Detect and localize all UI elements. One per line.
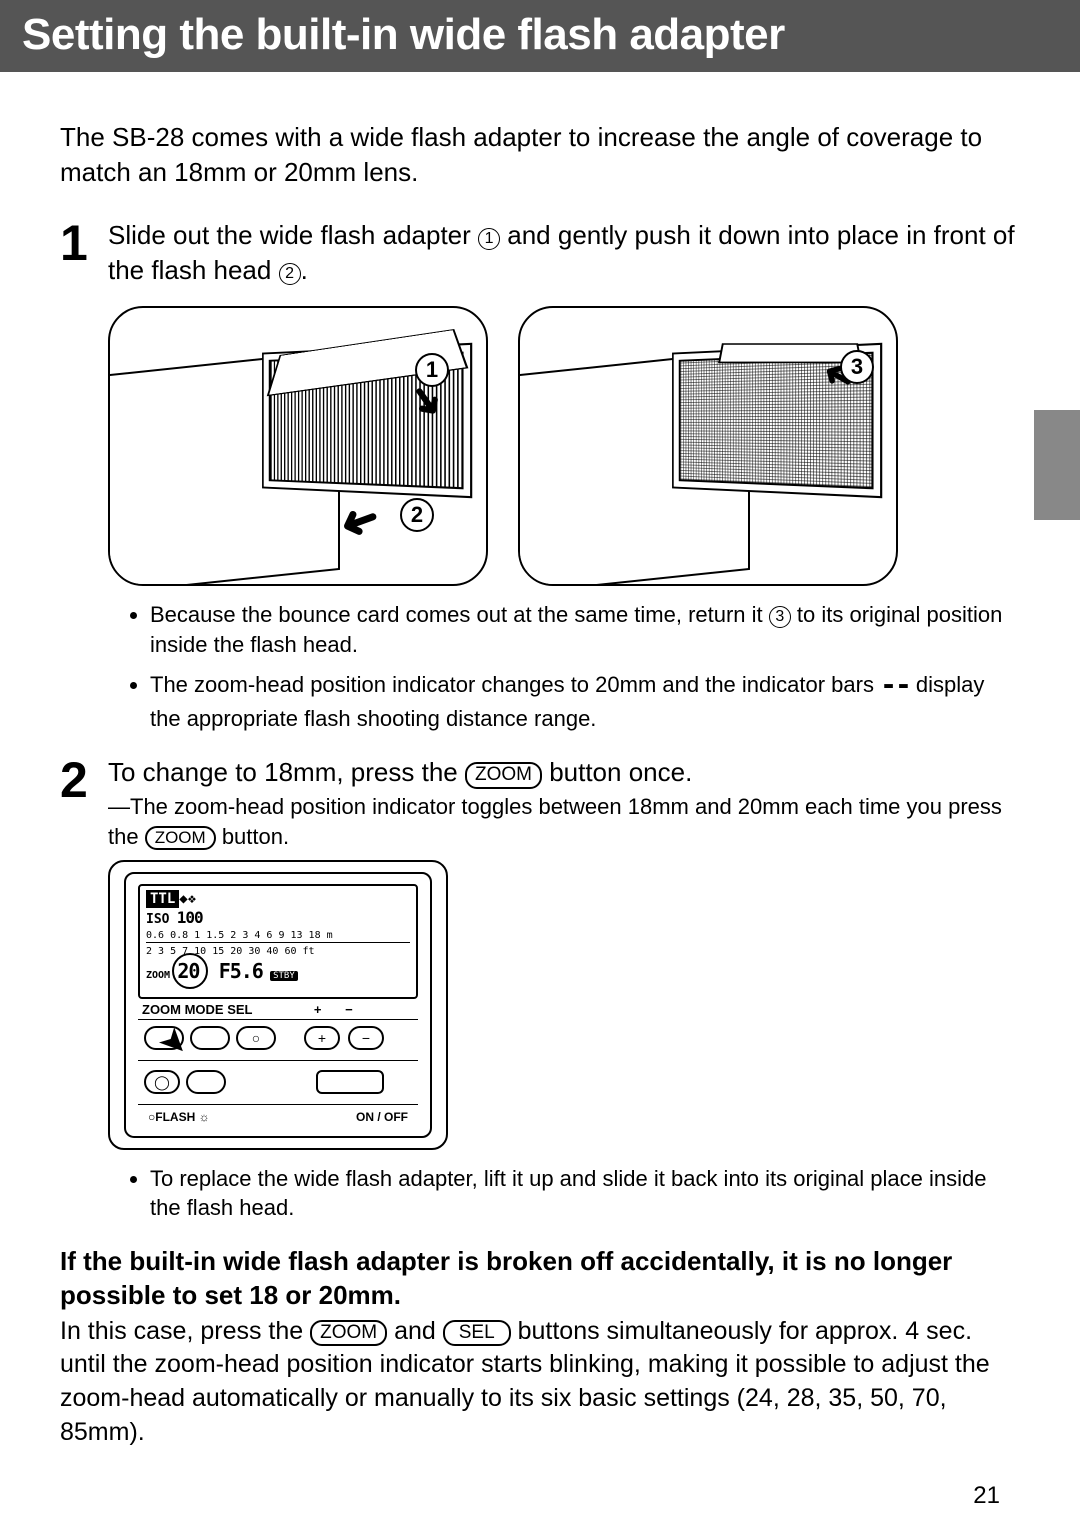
minus-button: −: [348, 1026, 384, 1050]
zoom-value: 20: [177, 959, 199, 983]
callout-2: 2: [400, 498, 434, 532]
sel-button: ○: [236, 1026, 276, 1050]
section-tab: [1034, 410, 1080, 520]
onoff-label: ON / OFF: [356, 1110, 408, 1124]
scale-meters: 0.6 0.8 1 1.5 2 3 4 6 9 13 18 m: [146, 930, 333, 941]
step-1-text: Slide out the wide flash adapter 1 and g…: [108, 218, 1020, 288]
step2-bullets: To replace the wide flash adapter, lift …: [150, 1164, 1020, 1223]
indicator-bars-icon: --: [880, 668, 910, 701]
stby-indicator: STBY: [270, 971, 298, 981]
intro-text: The SB-28 comes with a wide flash adapte…: [60, 120, 1020, 190]
warning-body: In this case, press the ZOOM and SEL but…: [60, 1315, 1020, 1450]
warning-heading: If the built-in wide flash adapter is br…: [60, 1245, 1020, 1313]
onoff-button: [316, 1070, 384, 1094]
arrow-icon: ➜: [332, 488, 387, 552]
step-2: 2 To change to 18mm, press the ZOOM butt…: [60, 755, 1020, 851]
pointer-arrow-icon: ➤: [150, 1017, 198, 1065]
sel-button-pill: SEL: [443, 1320, 511, 1347]
button-row-labels: ZOOM MODE SEL + −: [142, 1002, 353, 1017]
step-number: 2: [60, 755, 108, 805]
step-1: 1 Slide out the wide flash adapter 1 and…: [60, 218, 1020, 288]
bullet: To replace the wide flash adapter, lift …: [150, 1164, 1020, 1223]
page-title-bar: Setting the built-in wide flash adapter: [0, 0, 1080, 72]
zoom-button-pill: ZOOM: [465, 762, 542, 789]
fstop-value: F5.6: [219, 959, 263, 983]
zoom-button-pill: ZOOM: [310, 1320, 387, 1347]
round-button: ◯: [144, 1070, 180, 1094]
lcd-panel-diagram: TTL◆❖ ISO 100 0.6 0.8 1 1.5 2 3 4 6 9 13…: [108, 860, 448, 1150]
iso-label: ISO: [146, 912, 169, 927]
iso-value: 100: [177, 908, 203, 927]
scale-feet: 2 3 5 7 10 15 20 30 40 60 ft: [146, 946, 315, 957]
bullet: Because the bounce card comes out at the…: [150, 600, 1020, 659]
round-button: [186, 1070, 226, 1094]
warning-block: If the built-in wide flash adapter is br…: [60, 1245, 1020, 1450]
step1-bullets: Because the bounce card comes out at the…: [150, 600, 1020, 733]
flash-led-label: ○FLASH ☼: [148, 1110, 210, 1124]
page-title: Setting the built-in wide flash adapter: [22, 10, 785, 59]
lcd-screen: TTL◆❖ ISO 100 0.6 0.8 1 1.5 2 3 4 6 9 13…: [138, 884, 418, 999]
diagram-row: ➜ ➜ 1 2 ➜ 3: [108, 306, 1020, 586]
circled-1: 1: [478, 228, 500, 250]
step-number: 1: [60, 218, 108, 268]
plus-button: +: [304, 1026, 340, 1050]
diagram-1: ➜ ➜ 1 2: [108, 306, 488, 586]
zoom-button-pill: ZOOM: [145, 826, 216, 850]
circled-3: 3: [769, 606, 791, 628]
circled-2: 2: [279, 263, 301, 285]
ttl-indicator: TTL: [146, 890, 179, 908]
diagram-2: ➜ 3: [518, 306, 898, 586]
page-number: 21: [973, 1482, 1000, 1510]
bullet: The zoom-head position indicator changes…: [150, 666, 1020, 733]
step-2-text: To change to 18mm, press the ZOOM button…: [108, 755, 1020, 851]
